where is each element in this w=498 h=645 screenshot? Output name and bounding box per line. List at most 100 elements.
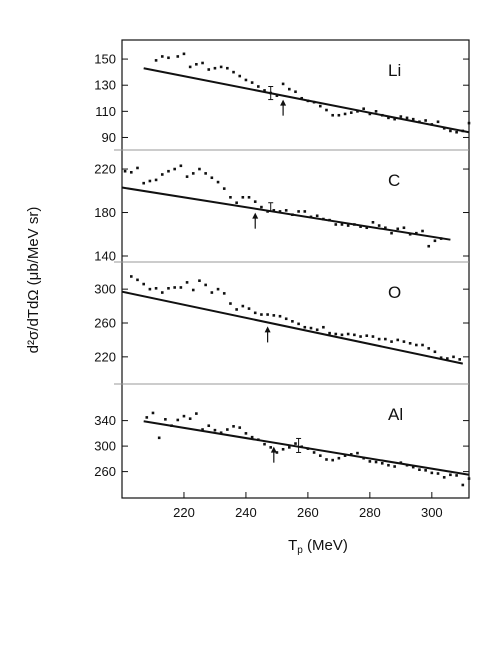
data-point [179,164,183,168]
data-point [229,302,232,305]
data-point [337,456,341,460]
data-point [433,239,437,243]
data-point [260,313,263,316]
data-point [263,442,266,446]
data-point [195,412,198,415]
y-tick-label: 260 [94,316,116,331]
data-point [362,107,365,111]
y-tick-label: 180 [94,205,116,220]
data-point [411,117,415,121]
data-point [449,129,452,133]
data-point [343,112,347,116]
data-point [191,288,195,292]
data-point [424,469,427,472]
data-point [418,468,421,471]
data-point [232,70,235,74]
data-point [377,337,381,341]
data-point [439,356,443,359]
y-tick-label: 220 [94,349,116,364]
data-point [210,291,214,294]
data-point [247,196,251,199]
data-point [232,425,235,428]
x-tick-label: 220 [173,505,195,520]
data-point [374,460,378,464]
data-point [154,178,158,182]
y-tick-label: 150 [94,52,116,67]
data-point [182,414,186,418]
data-point [294,90,297,94]
data-point [424,119,427,122]
data-point [346,332,350,336]
data-point [247,307,251,310]
data-point [129,171,133,174]
data-point [198,167,201,171]
data-point [334,223,338,226]
data-point [297,210,300,213]
panel-o: 220 260 300 O [94,261,469,365]
data-point [377,224,381,227]
x-axis: 220 240 260 280 300 [173,492,443,520]
data-point [390,340,393,343]
data-point [312,451,316,454]
data-point [204,172,207,175]
data-point [458,358,462,361]
data-point [331,458,334,462]
data-point [303,325,307,329]
data-point [235,201,238,205]
data-point [436,120,440,124]
fit-line [143,420,470,476]
data-point [253,311,257,315]
data-point [356,110,359,113]
data-point [387,463,390,467]
data-point [467,121,471,125]
data-point [349,111,353,114]
data-point [275,94,279,97]
data-point [176,418,180,422]
data-point [322,325,325,329]
data-point [396,338,400,342]
data-point [390,231,393,235]
x-axis-title: Tp (MeV) [288,537,348,556]
panel-label: Al [388,405,403,424]
data-point [219,431,223,435]
x-axis-title-unit: (MeV) [303,537,348,554]
data-point [452,355,455,359]
data-point [253,200,257,203]
data-point [291,320,294,323]
data-point [325,108,328,112]
data-point [160,173,164,176]
data-point [427,244,431,248]
y-tick-label: 110 [95,104,116,119]
data-point [219,65,223,69]
data-point [136,166,139,170]
data-point [278,314,282,318]
data-point [328,331,331,335]
data-point [442,476,446,479]
data-point [244,78,248,82]
data-point [455,474,458,477]
data-point [201,428,204,431]
data-point [148,179,152,183]
data-point [188,417,192,420]
data-point [260,205,263,209]
data-point [384,337,387,341]
data-point [173,286,176,289]
data-point [331,113,334,117]
data-point [365,226,369,230]
data-point [244,432,248,435]
panel-label: O [388,283,401,302]
data-point [185,281,189,284]
panel-label: Li [388,61,401,80]
data-point [222,292,226,295]
data-point [167,169,170,173]
data-point [241,304,245,308]
arrow-marker-head [252,212,259,219]
data-point [315,328,319,332]
data-point [182,52,186,56]
data-point [173,167,176,171]
y-tick-label: 300 [94,439,116,454]
data-point [374,110,378,113]
data-point [167,56,170,60]
data-point [334,332,338,336]
